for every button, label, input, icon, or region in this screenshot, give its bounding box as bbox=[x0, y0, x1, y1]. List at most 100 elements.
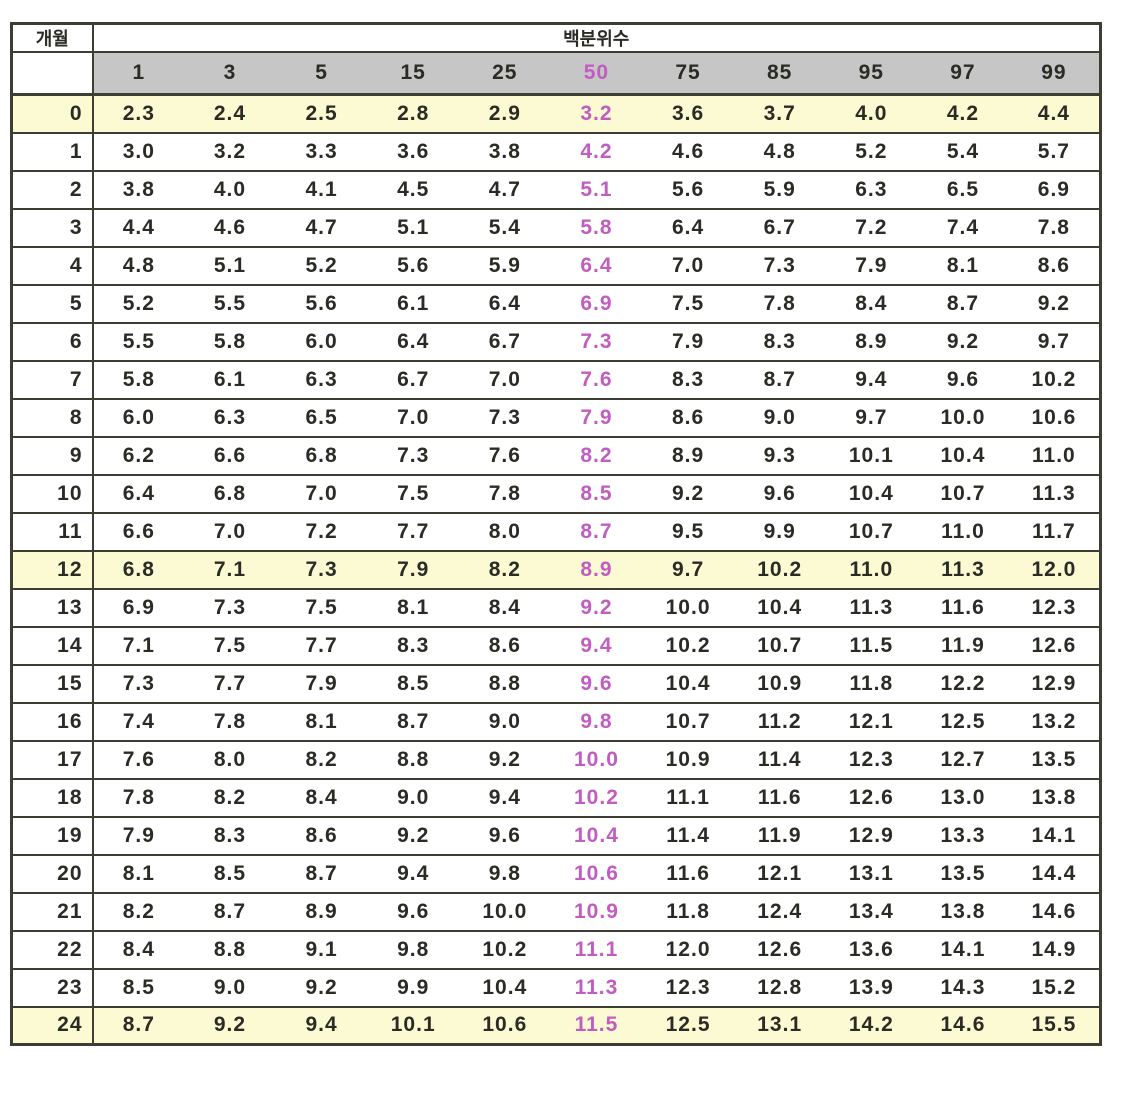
value-cell: 3.2 bbox=[550, 93, 643, 134]
value-cell: 10.4 bbox=[825, 473, 918, 514]
percentile-header-99: 99 bbox=[1008, 51, 1101, 96]
value-cell: 7.6 bbox=[92, 739, 185, 780]
value-cell: 11.0 bbox=[917, 511, 1009, 552]
value-cell: 11.9 bbox=[733, 815, 826, 856]
value-cell: 3.0 bbox=[92, 131, 185, 172]
value-cell: 10.4 bbox=[642, 663, 734, 704]
month-cell: 1 bbox=[11, 131, 94, 172]
month-cell: 8 bbox=[11, 397, 94, 438]
table-row-month-0: 0 2.3 2.4 2.5 2.8 2.9 3.2 3.6 3.7 4.0 4.2 4.4 bbox=[11, 93, 1101, 134]
value-cell: 12.4 bbox=[733, 891, 826, 932]
value-cell: 9.2 bbox=[1008, 283, 1101, 324]
value-cell: 14.1 bbox=[1008, 815, 1101, 856]
month-cell: 15 bbox=[11, 663, 94, 704]
value-cell: 8.2 bbox=[459, 549, 551, 590]
value-cell: 10.9 bbox=[733, 663, 826, 704]
value-cell: 14.3 bbox=[917, 967, 1009, 1008]
value-cell: 2.3 bbox=[92, 93, 185, 134]
value-cell: 13.6 bbox=[825, 929, 918, 970]
value-cell: 10.2 bbox=[733, 549, 826, 590]
value-cell: 11.4 bbox=[733, 739, 826, 780]
value-cell: 11.5 bbox=[550, 1005, 643, 1046]
value-cell: 8.3 bbox=[733, 321, 826, 362]
value-cell: 10.0 bbox=[917, 397, 1009, 438]
value-cell: 8.7 bbox=[917, 283, 1009, 324]
months-corner-label: 개월 bbox=[11, 22, 94, 53]
value-cell: 7.3 bbox=[184, 587, 276, 628]
table-row-month-9: 9 6.2 6.6 6.8 7.3 7.6 8.2 8.9 9.3 10.1 10.4 11.0 bbox=[11, 435, 1101, 476]
table-row-month-18: 18 7.8 8.2 8.4 9.0 9.4 10.2 11.1 11.6 12.6 13.0 13.… bbox=[11, 777, 1101, 818]
month-cell: 4 bbox=[11, 245, 94, 286]
value-cell: 7.5 bbox=[275, 587, 368, 628]
value-cell: 14.6 bbox=[1008, 891, 1101, 932]
value-cell: 13.4 bbox=[825, 891, 918, 932]
month-cell: 5 bbox=[11, 283, 94, 324]
month-cell: 20 bbox=[11, 853, 94, 894]
value-cell: 6.2 bbox=[92, 435, 185, 476]
value-cell: 8.4 bbox=[92, 929, 185, 970]
value-cell: 5.6 bbox=[367, 245, 459, 286]
value-cell: 11.3 bbox=[1008, 473, 1101, 514]
value-cell: 9.4 bbox=[825, 359, 918, 400]
month-cell: 10 bbox=[11, 473, 94, 514]
value-cell: 9.6 bbox=[917, 359, 1009, 400]
value-cell: 8.9 bbox=[642, 435, 734, 476]
value-cell: 9.6 bbox=[550, 663, 643, 704]
percentile-header-row: 1 3 5 15 25 50 75 85 95 97 99 bbox=[11, 51, 1101, 96]
value-cell: 8.2 bbox=[92, 891, 185, 932]
value-cell: 9.2 bbox=[367, 815, 459, 856]
value-cell: 3.6 bbox=[367, 131, 459, 172]
value-cell: 8.7 bbox=[275, 853, 368, 894]
month-cell: 21 bbox=[11, 891, 94, 932]
value-cell: 8.1 bbox=[367, 587, 459, 628]
value-cell: 11.3 bbox=[917, 549, 1009, 590]
value-cell: 9.4 bbox=[459, 777, 551, 818]
value-cell: 11.5 bbox=[825, 625, 918, 666]
value-cell: 6.7 bbox=[367, 359, 459, 400]
value-cell: 11.6 bbox=[917, 587, 1009, 628]
value-cell: 11.9 bbox=[917, 625, 1009, 666]
value-cell: 4.0 bbox=[825, 93, 918, 134]
value-cell: 5.8 bbox=[184, 321, 276, 362]
value-cell: 12.3 bbox=[642, 967, 734, 1008]
value-cell: 10.2 bbox=[459, 929, 551, 970]
value-cell: 8.5 bbox=[92, 967, 185, 1008]
percentile-header-97: 97 bbox=[917, 51, 1009, 96]
month-cell: 23 bbox=[11, 967, 94, 1008]
month-cell: 9 bbox=[11, 435, 94, 476]
value-cell: 8.7 bbox=[367, 701, 459, 742]
value-cell: 15.2 bbox=[1008, 967, 1101, 1008]
value-cell: 13.3 bbox=[917, 815, 1009, 856]
value-cell: 13.1 bbox=[825, 853, 918, 894]
value-cell: 11.0 bbox=[1008, 435, 1101, 476]
month-cell: 18 bbox=[11, 777, 94, 818]
value-cell: 10.4 bbox=[550, 815, 643, 856]
month-cell: 7 bbox=[11, 359, 94, 400]
value-cell: 12.5 bbox=[642, 1005, 734, 1046]
percentile-header-15: 15 bbox=[367, 51, 459, 96]
value-cell: 12.6 bbox=[733, 929, 826, 970]
value-cell: 7.8 bbox=[184, 701, 276, 742]
value-cell: 8.7 bbox=[184, 891, 276, 932]
value-cell: 5.7 bbox=[1008, 131, 1101, 172]
value-cell: 5.4 bbox=[459, 207, 551, 248]
value-cell: 3.2 bbox=[184, 131, 276, 172]
month-cell: 6 bbox=[11, 321, 94, 362]
value-cell: 6.8 bbox=[275, 435, 368, 476]
value-cell: 13.1 bbox=[733, 1005, 826, 1046]
value-cell: 9.1 bbox=[275, 929, 368, 970]
value-cell: 11.3 bbox=[825, 587, 918, 628]
percentile-header-5: 5 bbox=[275, 51, 368, 96]
value-cell: 12.9 bbox=[1008, 663, 1101, 704]
value-cell: 11.8 bbox=[825, 663, 918, 704]
value-cell: 11.0 bbox=[825, 549, 918, 590]
value-cell: 8.5 bbox=[367, 663, 459, 704]
value-cell: 7.0 bbox=[642, 245, 734, 286]
percentile-header-85: 85 bbox=[733, 51, 826, 96]
value-cell: 4.6 bbox=[642, 131, 734, 172]
value-cell: 7.9 bbox=[642, 321, 734, 362]
value-cell: 6.4 bbox=[92, 473, 185, 514]
value-cell: 4.1 bbox=[275, 169, 368, 210]
value-cell: 11.6 bbox=[642, 853, 734, 894]
value-cell: 6.1 bbox=[367, 283, 459, 324]
